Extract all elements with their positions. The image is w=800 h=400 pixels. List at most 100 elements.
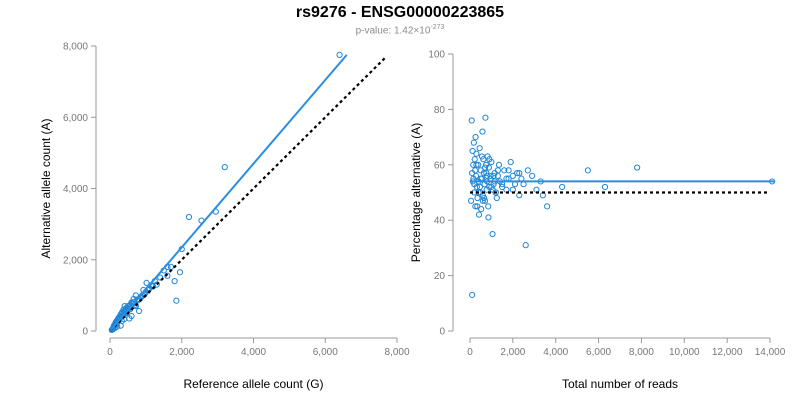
data-point <box>529 172 536 179</box>
y-axis-label: Percentage alternative (A) <box>409 123 423 262</box>
data-point <box>171 278 178 285</box>
y-tick-label: 6,000 <box>63 113 88 124</box>
data-point <box>473 161 480 168</box>
data-point <box>494 167 501 174</box>
data-point <box>481 164 489 171</box>
chart-title: rs9276 - ENSG00000223865 <box>295 4 505 21</box>
data-point <box>164 272 171 279</box>
data-point <box>121 302 128 310</box>
data-point <box>221 164 228 171</box>
x-axis-label: Reference allele count (G) <box>183 377 323 391</box>
data-point <box>467 197 475 204</box>
data-point <box>489 186 496 193</box>
x-tick-label: 4,000 <box>543 347 568 358</box>
data-point <box>489 230 496 238</box>
data-point <box>468 117 475 124</box>
p-value-text: p-value: 1.42×10 <box>355 25 431 37</box>
y-tick-label: 0 <box>439 327 445 338</box>
data-point <box>584 167 591 174</box>
data-point <box>509 172 516 179</box>
data-point <box>507 158 514 166</box>
data-point <box>185 213 193 221</box>
data-point <box>481 194 488 202</box>
data-point <box>493 194 500 202</box>
data-point <box>514 170 521 177</box>
data-point <box>336 51 343 59</box>
data-point <box>486 156 493 163</box>
data-point <box>601 183 609 191</box>
data-point <box>132 292 139 299</box>
plot-left: 0 2,000 4,000 6,000 8,000 0 2,000 4,000 6,000 8,0… <box>39 42 410 392</box>
chart-subtitle: p-value: 1.42×10-273 <box>0 24 800 36</box>
data-point <box>474 203 481 210</box>
x-tick-label: 2,000 <box>169 347 194 358</box>
y-tick-label: 8,000 <box>63 42 88 53</box>
y-tick-label: 40 <box>434 216 446 227</box>
data-point <box>157 274 164 281</box>
data-point <box>473 150 480 157</box>
data-point <box>126 315 133 322</box>
x-axis-label: Total number of reads <box>562 377 678 391</box>
data-point <box>501 167 508 174</box>
data-point <box>475 161 482 168</box>
x-tick-label: 0 <box>467 347 473 358</box>
data-point <box>483 170 490 177</box>
reference-line <box>109 55 388 332</box>
x-tick-label: 6,000 <box>586 347 611 358</box>
data-point <box>469 291 476 299</box>
x-tick-label: 8,000 <box>384 347 409 358</box>
x-tick-label: 8,000 <box>629 347 654 358</box>
x-tick-label: 2,000 <box>500 347 525 358</box>
y-axis-label: Alternative allele count (A) <box>39 118 53 258</box>
data-point <box>474 194 481 202</box>
y-tick-label: 60 <box>434 160 446 171</box>
data-point <box>544 203 551 210</box>
data-point <box>176 269 184 276</box>
y-tick-label: 20 <box>434 271 446 282</box>
data-point <box>135 307 143 315</box>
y-tick-label: 80 <box>434 105 446 116</box>
data-point <box>490 172 497 179</box>
data-point <box>472 203 479 210</box>
data-point <box>469 170 476 177</box>
data-point <box>173 297 180 304</box>
x-tick-label: 14,000 <box>755 347 786 358</box>
x-tick-label: 6,000 <box>313 347 338 358</box>
fit-line <box>109 54 348 332</box>
data-point <box>475 211 483 218</box>
x-tick-label: 10,000 <box>669 347 700 358</box>
data-point <box>471 156 478 163</box>
data-point <box>485 203 492 210</box>
data-point <box>634 164 641 171</box>
y-tick-label: 0 <box>82 327 88 338</box>
data-point <box>476 183 483 191</box>
data-point <box>470 139 477 146</box>
y-tick-label: 100 <box>428 50 445 61</box>
x-tick-label: 0 <box>107 347 113 358</box>
data-point <box>478 153 486 160</box>
data-point <box>479 128 486 135</box>
y-tick-label: 2,000 <box>63 255 88 266</box>
p-value-exponent: -273 <box>430 24 445 31</box>
data-point <box>487 172 494 179</box>
data-point <box>476 145 483 152</box>
data-point <box>499 183 506 191</box>
x-tick-label: 4,000 <box>241 347 266 358</box>
data-point <box>559 183 566 191</box>
data-point <box>485 164 492 171</box>
data-point <box>475 189 482 196</box>
data-point <box>481 197 489 204</box>
data-point <box>505 167 512 174</box>
plot-right: 0 2,000 4,000 6,000 8,000 10,000 12,000 14,000 0… <box>409 50 786 392</box>
data-point <box>485 214 492 221</box>
data-point <box>482 114 489 121</box>
y-tick-label: 4,000 <box>63 184 88 195</box>
x-tick-label: 12,000 <box>712 347 743 358</box>
data-point <box>522 242 529 249</box>
data-point <box>524 167 531 174</box>
data-point <box>516 170 523 177</box>
data-point <box>495 161 503 168</box>
data-point <box>143 279 150 287</box>
data-point <box>472 134 479 141</box>
